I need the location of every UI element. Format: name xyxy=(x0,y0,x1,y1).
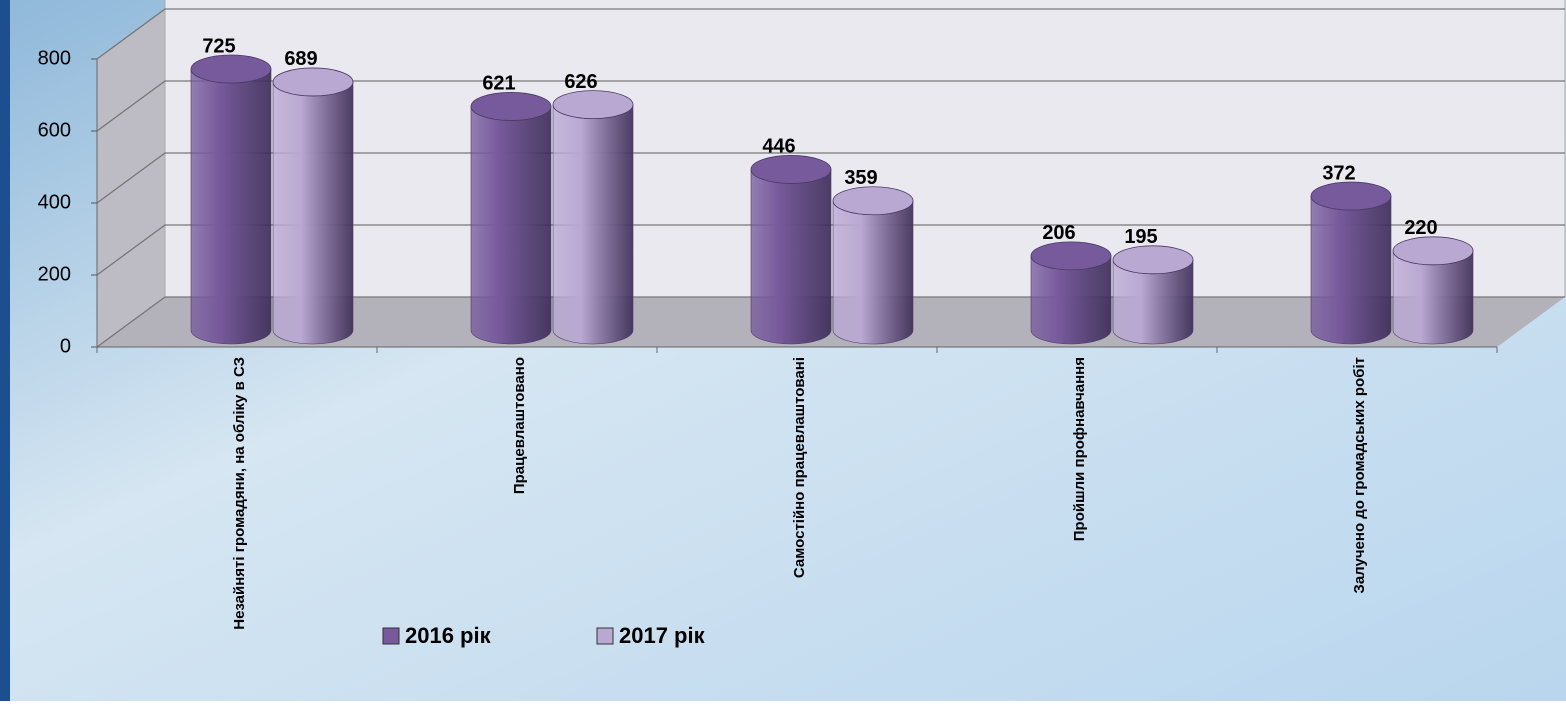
cylinder xyxy=(272,81,354,345)
value-label: 446 xyxy=(762,136,795,158)
value-label: 206 xyxy=(1042,222,1075,244)
grid-line xyxy=(96,8,1565,60)
cylinder-top xyxy=(832,186,914,216)
value-label: 626 xyxy=(564,71,597,93)
legend-label: 2017 рік xyxy=(619,623,706,648)
y-tick-label: 200 xyxy=(38,263,71,285)
cylinder xyxy=(470,106,552,345)
value-label: 195 xyxy=(1124,226,1157,248)
side-strip xyxy=(0,0,10,701)
value-label: 359 xyxy=(844,167,877,189)
value-label: 621 xyxy=(482,73,515,95)
value-label: 372 xyxy=(1322,162,1355,184)
value-label: 689 xyxy=(284,48,317,70)
cylinder xyxy=(190,68,272,345)
cylinder-top xyxy=(190,54,272,84)
value-label: 725 xyxy=(202,35,235,57)
cylinder-top xyxy=(750,155,832,184)
x-tick-label: Пройшли профнавчання xyxy=(1071,357,1088,541)
cylinder-top xyxy=(272,67,354,97)
cylinder xyxy=(552,104,634,345)
grid-line xyxy=(96,224,1565,276)
x-tick-label: Самостійно працевлаштовані xyxy=(791,357,808,578)
legend-label: 2016 рік xyxy=(405,623,492,648)
legend-swatch xyxy=(596,627,614,645)
x-tick-label: Працевлаштовано xyxy=(511,357,528,494)
grid-line xyxy=(96,152,1565,204)
legend-swatch xyxy=(382,627,400,645)
cylinder-top xyxy=(1030,241,1112,271)
y-tick-label: 800 xyxy=(38,47,71,69)
y-tick-label: 0 xyxy=(60,335,71,357)
cylinder-top xyxy=(1112,245,1194,275)
cylinder-top xyxy=(1392,236,1474,266)
value-label: 220 xyxy=(1404,217,1437,239)
cylinder-top xyxy=(470,92,552,121)
cylinder xyxy=(1310,196,1392,345)
grid-line xyxy=(96,80,1565,132)
x-tick-label: Незайняті громадяни, на обліку в СЗ xyxy=(231,357,248,630)
cylinder-top xyxy=(1310,181,1392,211)
cylinder xyxy=(832,200,914,345)
y-tick-label: 600 xyxy=(38,119,71,141)
y-tick-label: 400 xyxy=(38,191,71,213)
cylinder-top xyxy=(552,90,634,120)
x-tick-label: Залучено до громадських робіт xyxy=(1351,357,1368,594)
cylinder xyxy=(750,169,832,345)
